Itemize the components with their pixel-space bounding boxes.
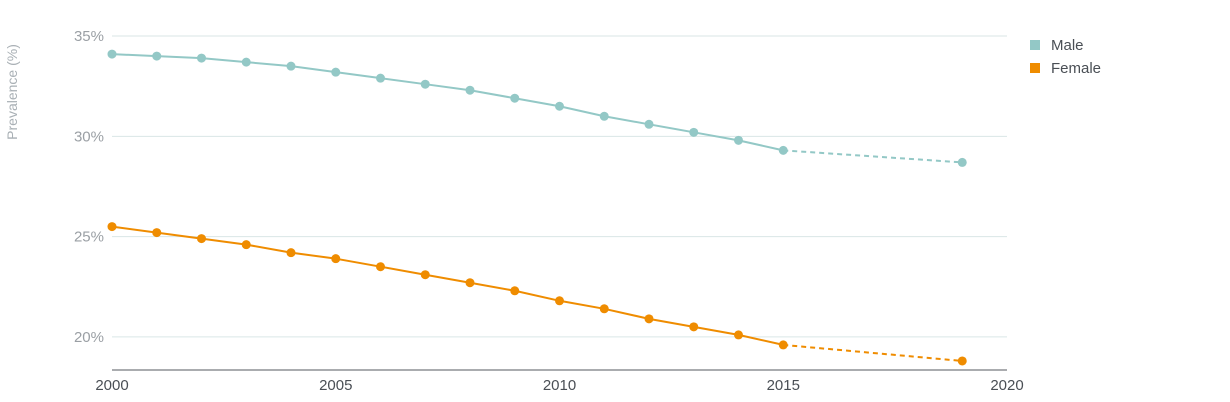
female-point-2006 <box>376 262 385 272</box>
female-point-2010 <box>555 296 564 306</box>
female-point-2001 <box>152 228 162 238</box>
female-point-2019 <box>957 356 967 366</box>
female-swatch-icon <box>1030 63 1040 73</box>
female-point-2004 <box>286 248 296 258</box>
x-axis-tick-labels: 2000 2005 2010 2015 2020 <box>95 377 1023 394</box>
x-tick-label-2000: 2000 <box>95 377 128 394</box>
female-point-2005 <box>331 254 341 264</box>
male-point-2002 <box>197 53 206 63</box>
female-point-2002 <box>197 234 206 244</box>
gridlines <box>112 35 1007 338</box>
female-point-2014 <box>734 330 743 340</box>
series-lines <box>107 49 967 366</box>
legend-item-female[interactable]: Female <box>1030 57 1101 79</box>
x-tick-label-2020: 2020 <box>990 377 1023 394</box>
female-point-2007 <box>420 270 430 280</box>
male-point-2019 <box>957 157 967 167</box>
female-point-2012 <box>644 314 654 324</box>
female-point-2003 <box>241 240 251 250</box>
female-point-2011 <box>599 304 609 314</box>
male-point-2010 <box>555 101 564 111</box>
x-tick-label-2005: 2005 <box>319 377 352 394</box>
y-axis-title: Prevalence (%) <box>4 44 20 140</box>
male-point-2003 <box>241 57 251 67</box>
legend-label-male: Male <box>1051 36 1084 54</box>
y-tick-label-20: 20% <box>74 329 104 346</box>
male-point-2008 <box>465 85 475 95</box>
x-tick-label-2010: 2010 <box>543 377 576 394</box>
male-point-2006 <box>376 73 385 83</box>
male-swatch-icon <box>1030 40 1040 50</box>
y-tick-label-30: 30% <box>74 128 104 145</box>
male-point-2000 <box>107 49 117 59</box>
y-axis-tick-labels: 20% 25% 30% 35% <box>74 28 104 346</box>
legend-item-male[interactable]: Male <box>1030 34 1101 56</box>
y-tick-label-35: 35% <box>74 28 104 45</box>
male-projection-line <box>783 149 963 164</box>
male-point-2011 <box>599 111 609 121</box>
male-point-2001 <box>152 51 162 61</box>
male-point-2014 <box>734 135 743 145</box>
female-series-line <box>111 225 784 346</box>
y-tick-label-25: 25% <box>74 229 104 246</box>
female-point-2008 <box>465 278 475 288</box>
male-point-2015 <box>778 145 788 155</box>
male-point-2007 <box>420 79 430 89</box>
x-tick-label-2015: 2015 <box>767 377 800 394</box>
female-point-2009 <box>510 286 520 296</box>
female-point-2000 <box>107 222 117 232</box>
male-series-line <box>111 53 784 152</box>
male-point-2005 <box>331 67 341 77</box>
female-projection-line <box>783 343 963 362</box>
male-point-2012 <box>644 119 654 129</box>
male-point-2009 <box>510 93 520 103</box>
female-point-2013 <box>689 322 699 332</box>
male-point-2013 <box>689 127 699 137</box>
legend: Male Female <box>1030 34 1101 80</box>
female-point-2015 <box>778 340 788 350</box>
male-point-2004 <box>286 61 296 71</box>
legend-label-female: Female <box>1051 59 1102 77</box>
